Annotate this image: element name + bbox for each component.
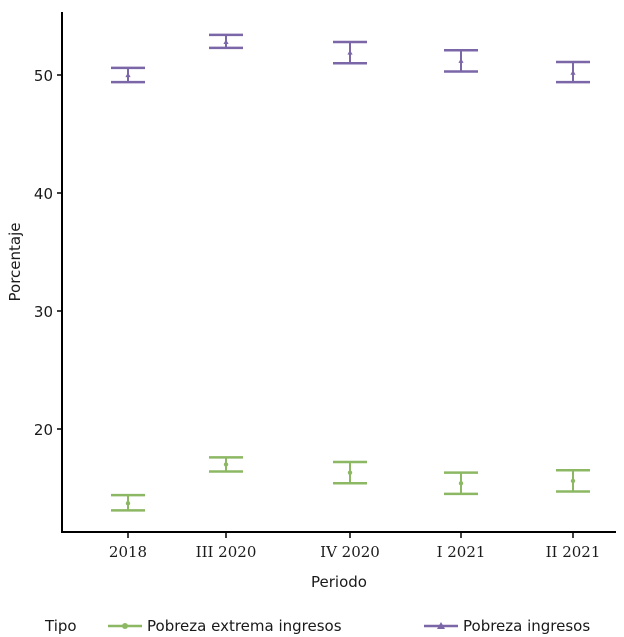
- x-tick-label: IV 2020: [320, 543, 380, 561]
- series-pobreza-extrema-ingresos: [111, 456, 590, 512]
- x-tick-label: III 2020: [196, 543, 257, 561]
- data-point: [458, 58, 464, 63]
- legend-title: Tipo: [44, 617, 77, 635]
- data-point: [223, 39, 229, 45]
- y-tick-label: 40: [34, 185, 53, 203]
- x-axis-ticks: 2018 III 2020 IV 2020 I 2021 II 2021: [109, 533, 600, 561]
- legend-swatch-marker: [437, 622, 445, 629]
- legend: Tipo Pobreza extrema ingresos Pobreza ing…: [44, 617, 590, 635]
- legend-label: Pobreza ingresos: [463, 617, 590, 635]
- x-tick-label: 2018: [109, 543, 147, 561]
- plot-area: [111, 33, 590, 512]
- x-tick-label: II 2021: [546, 543, 601, 561]
- data-point: [570, 70, 576, 75]
- data-point: [125, 501, 131, 506]
- y-tick-label: 20: [34, 421, 53, 439]
- x-tick-label: I 2021: [437, 543, 486, 561]
- data-point: [570, 478, 576, 484]
- y-tick-label: 50: [34, 67, 53, 85]
- series-pobreza-ingresos: [111, 33, 590, 84]
- legend-label: Pobreza extrema ingresos: [147, 617, 342, 635]
- y-axis-title: Porcentaje: [6, 223, 24, 302]
- data-point: [347, 470, 353, 475]
- data-point: [223, 462, 229, 467]
- x-axis-title: Periodo: [311, 573, 367, 591]
- data-point: [458, 481, 464, 486]
- legend-item: Pobreza ingresos: [424, 617, 590, 635]
- legend-swatch-marker: [122, 623, 128, 629]
- y-axis-ticks: 20 30 40 50: [34, 67, 62, 439]
- data-point: [347, 49, 353, 55]
- legend-item: Pobreza extrema ingresos: [108, 617, 342, 635]
- data-point: [125, 72, 131, 78]
- y-tick-label: 30: [34, 303, 53, 321]
